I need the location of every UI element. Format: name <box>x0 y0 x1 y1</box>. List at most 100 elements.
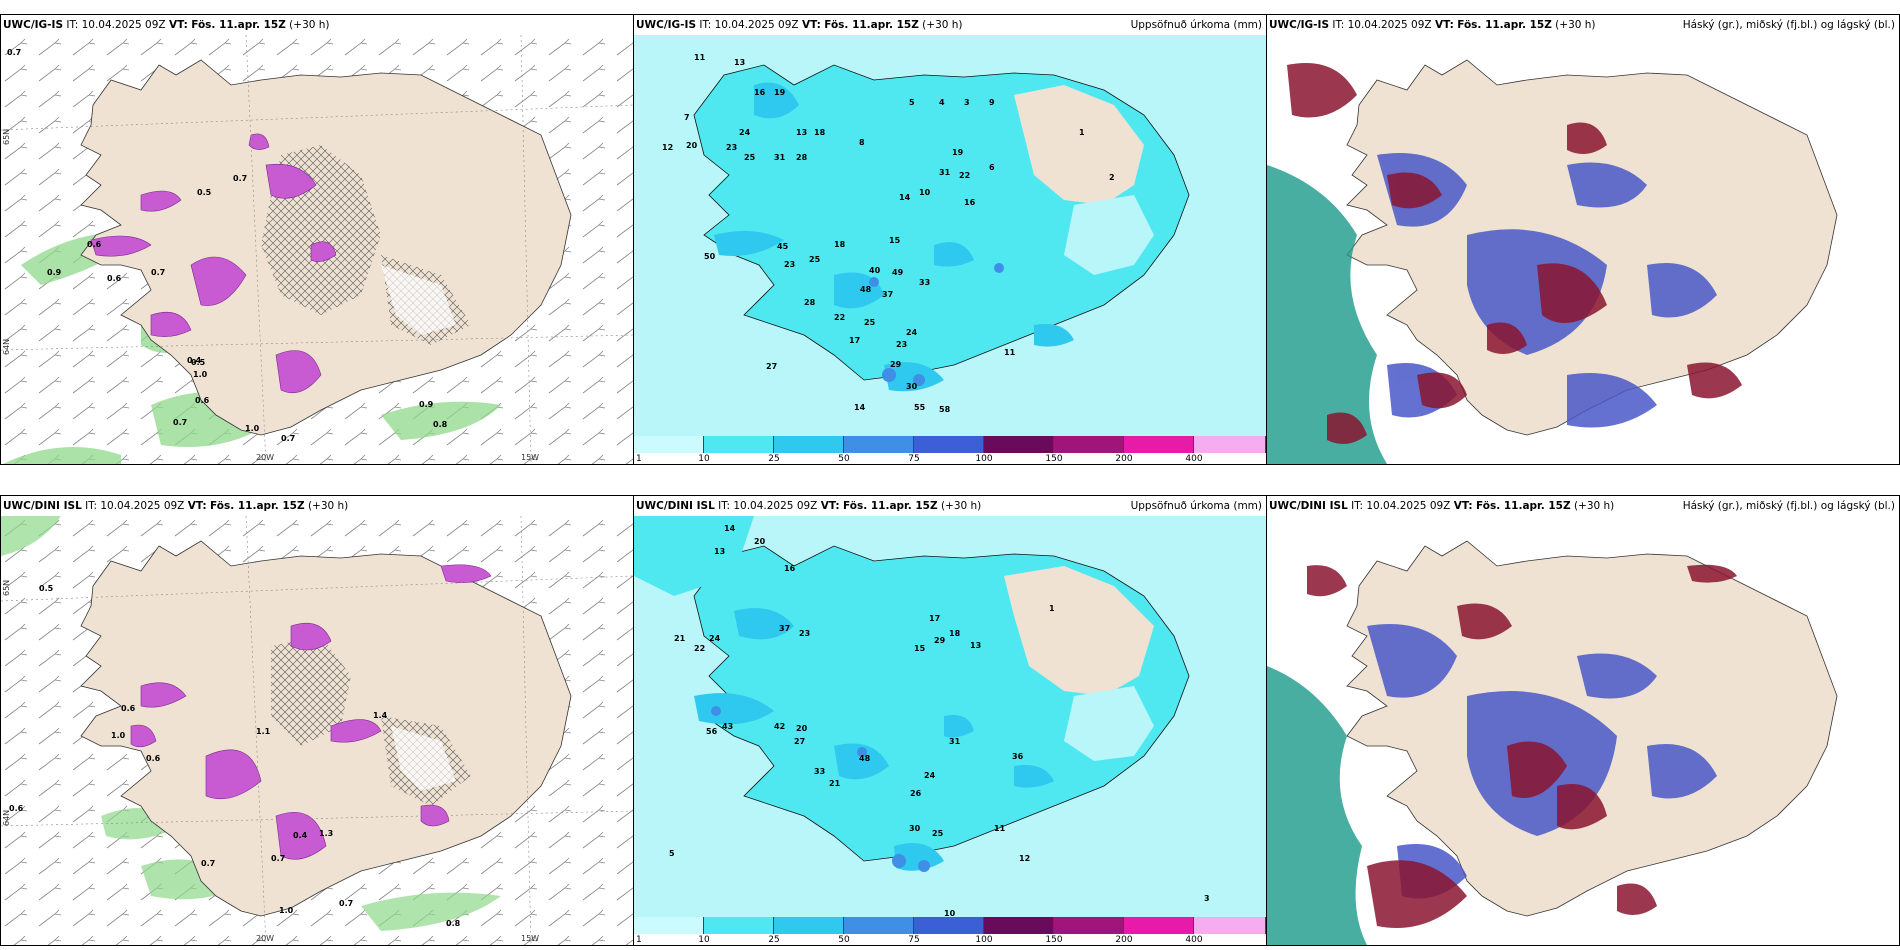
val: 27 <box>794 737 805 746</box>
valid-time: Fös. 11.apr. 15Z <box>824 19 919 31</box>
val: 3 <box>1204 894 1210 903</box>
val: 42 <box>774 722 785 731</box>
lat-label-65n: 65N <box>2 129 11 145</box>
low-cloud-teal <box>1267 666 1367 945</box>
val: 9 <box>989 98 995 107</box>
val: 1.4 <box>373 711 388 720</box>
cbar-tick: 200 <box>1115 454 1133 464</box>
val: 11 <box>694 53 706 62</box>
val: 0.6 <box>9 804 24 813</box>
val: 48 <box>859 754 871 763</box>
cbar-seg-4 <box>844 436 914 453</box>
cbar-seg-2 <box>704 917 774 934</box>
map-showers: 0.7 0.5 0.6 0.9 0.6 0.7 0.5 1.0 0.6 0.7 … <box>1 35 633 464</box>
valid-time: Fös. 11.apr. 15Z <box>209 500 305 512</box>
val: 17 <box>929 614 940 623</box>
lon-label-15w: 15W <box>521 934 539 943</box>
val: 13 <box>970 641 981 650</box>
val: 33 <box>919 278 930 287</box>
val: 1.0 <box>245 424 260 433</box>
val: 0.9 <box>47 268 62 277</box>
val: 18 <box>834 240 846 249</box>
cbar-tick: 50 <box>838 454 850 464</box>
cbar-seg-3 <box>774 436 844 453</box>
cbar-seg-3 <box>774 917 844 934</box>
cbar-tick: 10 <box>698 935 710 945</box>
val: 0.8 <box>446 919 461 928</box>
val: 30 <box>909 824 921 833</box>
val: 37 <box>779 624 790 633</box>
precip-value-labels: 11 13 16 19 12 20 23 24 25 31 28 13 18 8… <box>662 53 1115 414</box>
cbar-tick: 400 <box>1185 935 1203 945</box>
val: 13 <box>734 58 745 67</box>
panel-header: UWC/DINI ISL IT: 10.04.2025 09Z VT: Fös.… <box>1267 496 1899 516</box>
val: 29 <box>934 636 946 645</box>
val: 30 <box>906 382 918 391</box>
val: 19 <box>952 148 964 157</box>
val: 14 <box>899 193 911 202</box>
mid-cloud-red <box>1287 63 1742 444</box>
lat-label-64n: 64N <box>2 339 11 355</box>
cbar-tick: 25 <box>768 454 780 464</box>
cbar-tick: 10 <box>698 454 710 464</box>
cbar-tick: 1 <box>636 935 642 945</box>
val: 22 <box>694 644 705 653</box>
lead-time: (+30 h) <box>307 500 349 512</box>
heavy-precip-cells <box>714 82 1074 392</box>
val: 29 <box>890 360 902 369</box>
shower-value-labels: 0.5 0.6 1.0 0.6 1.1 0.7 1.3 0.7 1.0 0.7 … <box>9 584 461 928</box>
val: 22 <box>834 313 845 322</box>
val: 0.6 <box>195 396 210 405</box>
val: 43 <box>722 722 733 731</box>
cbar-tick: 100 <box>975 935 993 945</box>
val: 0.5 <box>39 584 54 593</box>
val: 18 <box>949 629 961 638</box>
panel-header: UWC/IG-IS IT: 10.04.2025 09Z VT: Fös. 11… <box>634 15 1266 35</box>
valid-label: VT: <box>801 19 821 31</box>
map-showers: 0.5 0.6 1.0 0.6 1.1 0.7 1.3 0.7 1.0 0.7 … <box>1 516 633 945</box>
val: 0.8 <box>433 420 448 429</box>
map-precip: 14 20 13 16 21 24 37 23 22 15 17 18 29 1… <box>634 516 1266 917</box>
val: 21 <box>829 779 841 788</box>
cbar-seg-5 <box>914 917 984 934</box>
val: 36 <box>1012 752 1024 761</box>
val: 23 <box>799 629 810 638</box>
val: 23 <box>896 340 907 349</box>
val: 24 <box>906 328 918 337</box>
val: 0.4 <box>293 831 308 840</box>
val: 18 <box>814 128 826 137</box>
cbar-seg-2 <box>704 436 774 453</box>
lead-time: (+30 h) <box>922 19 963 31</box>
lead-time: (+30 h) <box>1555 19 1596 31</box>
map-precip: 11 13 16 19 12 20 23 24 25 31 28 13 18 8… <box>634 35 1266 436</box>
valid-label: VT: <box>1434 19 1454 31</box>
model-name: UWC/IG-IS <box>1269 19 1330 31</box>
low-cloud-teal <box>1267 165 1387 464</box>
val: 0.6 <box>121 704 136 713</box>
val: 1.0 <box>193 370 208 379</box>
init-time: IT: 10.04.2025 09Z <box>1351 500 1451 512</box>
cbar-seg-8 <box>1124 436 1194 453</box>
val: 15 <box>914 644 926 653</box>
val: 17 <box>849 336 860 345</box>
val: 7 <box>684 113 690 122</box>
grid-lines <box>1 35 633 464</box>
val: 23 <box>726 143 737 152</box>
val: 13 <box>796 128 807 137</box>
model-name: UWC/DINI ISL <box>1269 500 1348 512</box>
val: 0.7 <box>151 268 165 277</box>
cbar-tick: 75 <box>908 935 920 945</box>
val: 24 <box>924 771 936 780</box>
cbar-seg-7 <box>1054 917 1124 934</box>
val: 0.7 <box>201 859 215 868</box>
cbar-tick: 100 <box>975 454 993 464</box>
val: 1.0 <box>279 906 294 915</box>
iceland-land <box>693 64 1190 381</box>
cbar-seg-6 <box>984 436 1054 453</box>
cbar-tick: 400 <box>1185 454 1203 464</box>
val: 40 <box>869 266 881 275</box>
init-time: IT: 10.04.2025 09Z <box>718 500 818 512</box>
init-time: IT: 10.04.2025 09Z <box>699 19 799 31</box>
cbar-tick: 150 <box>1045 454 1063 464</box>
val: 28 <box>796 153 808 162</box>
